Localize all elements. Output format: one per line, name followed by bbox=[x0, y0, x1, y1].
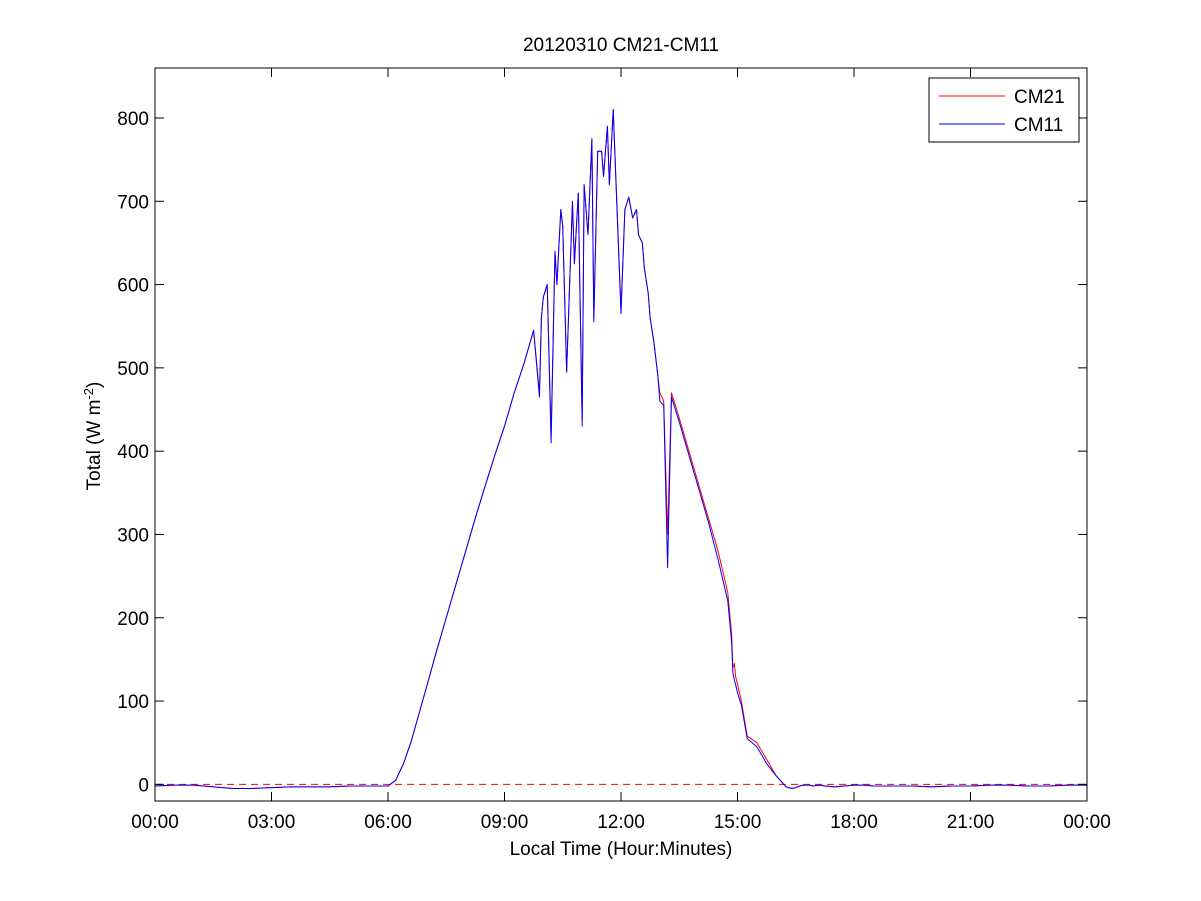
x-tick-label: 21:00 bbox=[947, 812, 995, 833]
chart-title: 20120310 CM21-CM11 bbox=[523, 35, 719, 56]
x-tick-label: 00:00 bbox=[1063, 812, 1111, 833]
axes: 00:00 03:00 06:00 09:00 12:00 15:00 18:00 21:00… bbox=[117, 67, 1111, 833]
legend-label-cm21: CM21 bbox=[1014, 87, 1065, 108]
y-tick-label: 400 bbox=[117, 442, 149, 463]
y-axis-label-text: Total (W m bbox=[84, 400, 105, 491]
y-tick-label: 800 bbox=[117, 109, 149, 130]
x-tick-label: 12:00 bbox=[597, 812, 645, 833]
y-tick-label: 0 bbox=[138, 775, 149, 796]
legend-box bbox=[928, 77, 1080, 143]
x-tick-label: 09:00 bbox=[481, 812, 529, 833]
y-tick-label: 100 bbox=[117, 692, 149, 713]
x-tick-label: 03:00 bbox=[248, 812, 296, 833]
series-line-cm11 bbox=[154, 109, 1087, 790]
plot-area bbox=[154, 109, 1087, 790]
x-tick-label: 18:00 bbox=[830, 812, 878, 833]
legend-label-cm11: CM11 bbox=[1014, 115, 1063, 136]
x-tick-label: 15:00 bbox=[714, 812, 762, 833]
y-axis-label-suffix: ) bbox=[84, 382, 105, 388]
y-tick-label: 300 bbox=[117, 525, 149, 546]
y-tick-label: 700 bbox=[117, 192, 149, 213]
x-tick-label: 06:00 bbox=[364, 812, 412, 833]
y-tick-label: 600 bbox=[117, 276, 149, 297]
x-axis-label: Local Time (Hour:Minutes) bbox=[510, 839, 733, 860]
y-axis-label: Total (W m-2) bbox=[81, 382, 106, 491]
y-tick-label: 500 bbox=[117, 359, 149, 380]
legend: CM21 CM11 bbox=[928, 77, 1080, 143]
x-tick-label: 00:00 bbox=[131, 812, 179, 833]
y-axis-label-superscript: -2 bbox=[81, 388, 96, 400]
y-tick-label: 200 bbox=[117, 609, 149, 630]
